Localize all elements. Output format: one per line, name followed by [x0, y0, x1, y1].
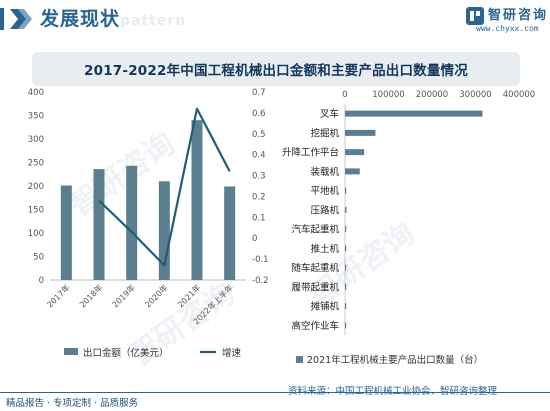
legend-label-growth: 增速 — [222, 347, 242, 359]
top-axis-tick-label: 100000 — [372, 90, 404, 100]
category-label: 叉车 — [320, 108, 339, 120]
footer-divider — [0, 392, 550, 393]
left-axis-tick-label: 150 — [28, 206, 44, 216]
category-label: 装载机 — [310, 166, 339, 178]
right-axis-tick-label: 0 — [252, 234, 257, 244]
export-quantity-bar — [345, 226, 347, 233]
right-axis-tick-label: 0.7 — [252, 88, 266, 98]
export-quantity-bar — [345, 149, 365, 156]
x-axis-tick-label: 2021年 — [175, 282, 202, 309]
brand-url: www.chyxx.com — [476, 24, 539, 33]
export-value-bar — [224, 186, 236, 280]
export-quantity-bar — [345, 245, 347, 252]
chart-title: 2017-2022年中国工程机械出口金额和主要产品出口数量情况 — [84, 63, 468, 79]
export-quantity-bar — [345, 129, 376, 136]
top-axis-tick-label: 0 — [342, 90, 347, 100]
export-value-bar — [93, 169, 105, 280]
category-label: 随车起重机 — [291, 262, 339, 274]
right-axis-tick-label: -0.2 — [252, 276, 269, 286]
category-label: 推土机 — [310, 243, 339, 255]
left-axis-tick-label: 250 — [28, 159, 44, 169]
export-value-bar — [126, 165, 138, 280]
right-axis-tick-label: 0.1 — [252, 213, 266, 223]
left-axis-tick-label: 400 — [28, 88, 44, 98]
legend-label-export-value: 出口金额（亿美元） — [83, 347, 169, 359]
legend-swatch-quantity — [296, 356, 303, 363]
category-label: 高空作业车 — [291, 320, 339, 332]
export-quantity-bar — [345, 168, 360, 175]
category-label: 平地机 — [310, 185, 339, 197]
brand-logo-icon — [466, 7, 484, 25]
x-axis-tick-label: 2017年 — [45, 282, 72, 309]
export-value-bar — [158, 181, 170, 280]
category-label: 压路机 — [310, 204, 339, 216]
x-axis-tick-label: 2020年 — [143, 282, 170, 309]
export-quantity-bar — [345, 264, 347, 271]
right-axis-tick-label: -0.1 — [252, 255, 269, 265]
x-axis-tick-label: 2018年 — [77, 282, 104, 309]
top-axis-tick-label: 400000 — [503, 90, 535, 100]
category-label: 升降工作平台 — [282, 147, 339, 159]
export-quantity-bar — [345, 303, 347, 310]
source-note: 资料来源：中国工程机械工业协会、智研咨询整理 — [288, 383, 497, 397]
export-quantity-bar — [345, 187, 347, 194]
top-axis-tick-label: 300000 — [459, 90, 491, 100]
chart-title-box: 2017-2022年中国工程机械出口金额和主要产品出口数量情况 — [32, 52, 520, 86]
left-axis-tick-label: 100 — [28, 229, 44, 239]
export-value-bar — [60, 185, 72, 280]
category-label: 摊铺机 — [310, 301, 339, 313]
right-axis-tick-label: 0.2 — [252, 192, 266, 202]
section-title: 发展现状 — [40, 8, 121, 30]
right-axis-tick-label: 0.4 — [252, 151, 266, 161]
left-axis-tick-label: 350 — [28, 112, 44, 122]
left-axis-tick-label: 0 — [39, 276, 44, 286]
chevron-icon — [10, 9, 32, 29]
export-quantity-bar — [345, 283, 347, 290]
category-label: 履带起重机 — [291, 281, 339, 293]
category-label: 汽车起重机 — [291, 224, 339, 236]
left-axis-tick-label: 300 — [28, 135, 44, 145]
export-quantity-bar — [345, 206, 347, 213]
header-accent-bar — [0, 8, 4, 30]
x-axis-tick-label: 2019年 — [110, 282, 137, 309]
header-watermark: pattern — [120, 13, 187, 29]
legend-swatch-export-value — [64, 348, 78, 355]
legend-label-quantity: 2021年工程机械主要产品出口数量（台） — [307, 354, 483, 366]
right-axis-tick-label: 0.3 — [252, 172, 266, 182]
brand-name: 智研咨询 — [488, 8, 549, 23]
category-label: 挖掘机 — [310, 127, 339, 139]
footer-slogan: 精品报告 · 专项定制 · 品质服务 — [6, 398, 139, 409]
top-axis-tick-label: 200000 — [416, 90, 448, 100]
right-axis-tick-label: 0.5 — [252, 130, 266, 140]
right-axis-tick-label: 0.6 — [252, 109, 266, 119]
left-axis-tick-label: 200 — [28, 182, 44, 192]
page-header: 发展现状 pattern 智研咨询 www.chyxx.com — [0, 0, 550, 40]
export-quantity-bar — [345, 110, 483, 117]
export-quantity-bar — [345, 322, 347, 329]
export-value-bar — [191, 120, 203, 280]
left-axis-tick-label: 50 — [33, 253, 44, 263]
